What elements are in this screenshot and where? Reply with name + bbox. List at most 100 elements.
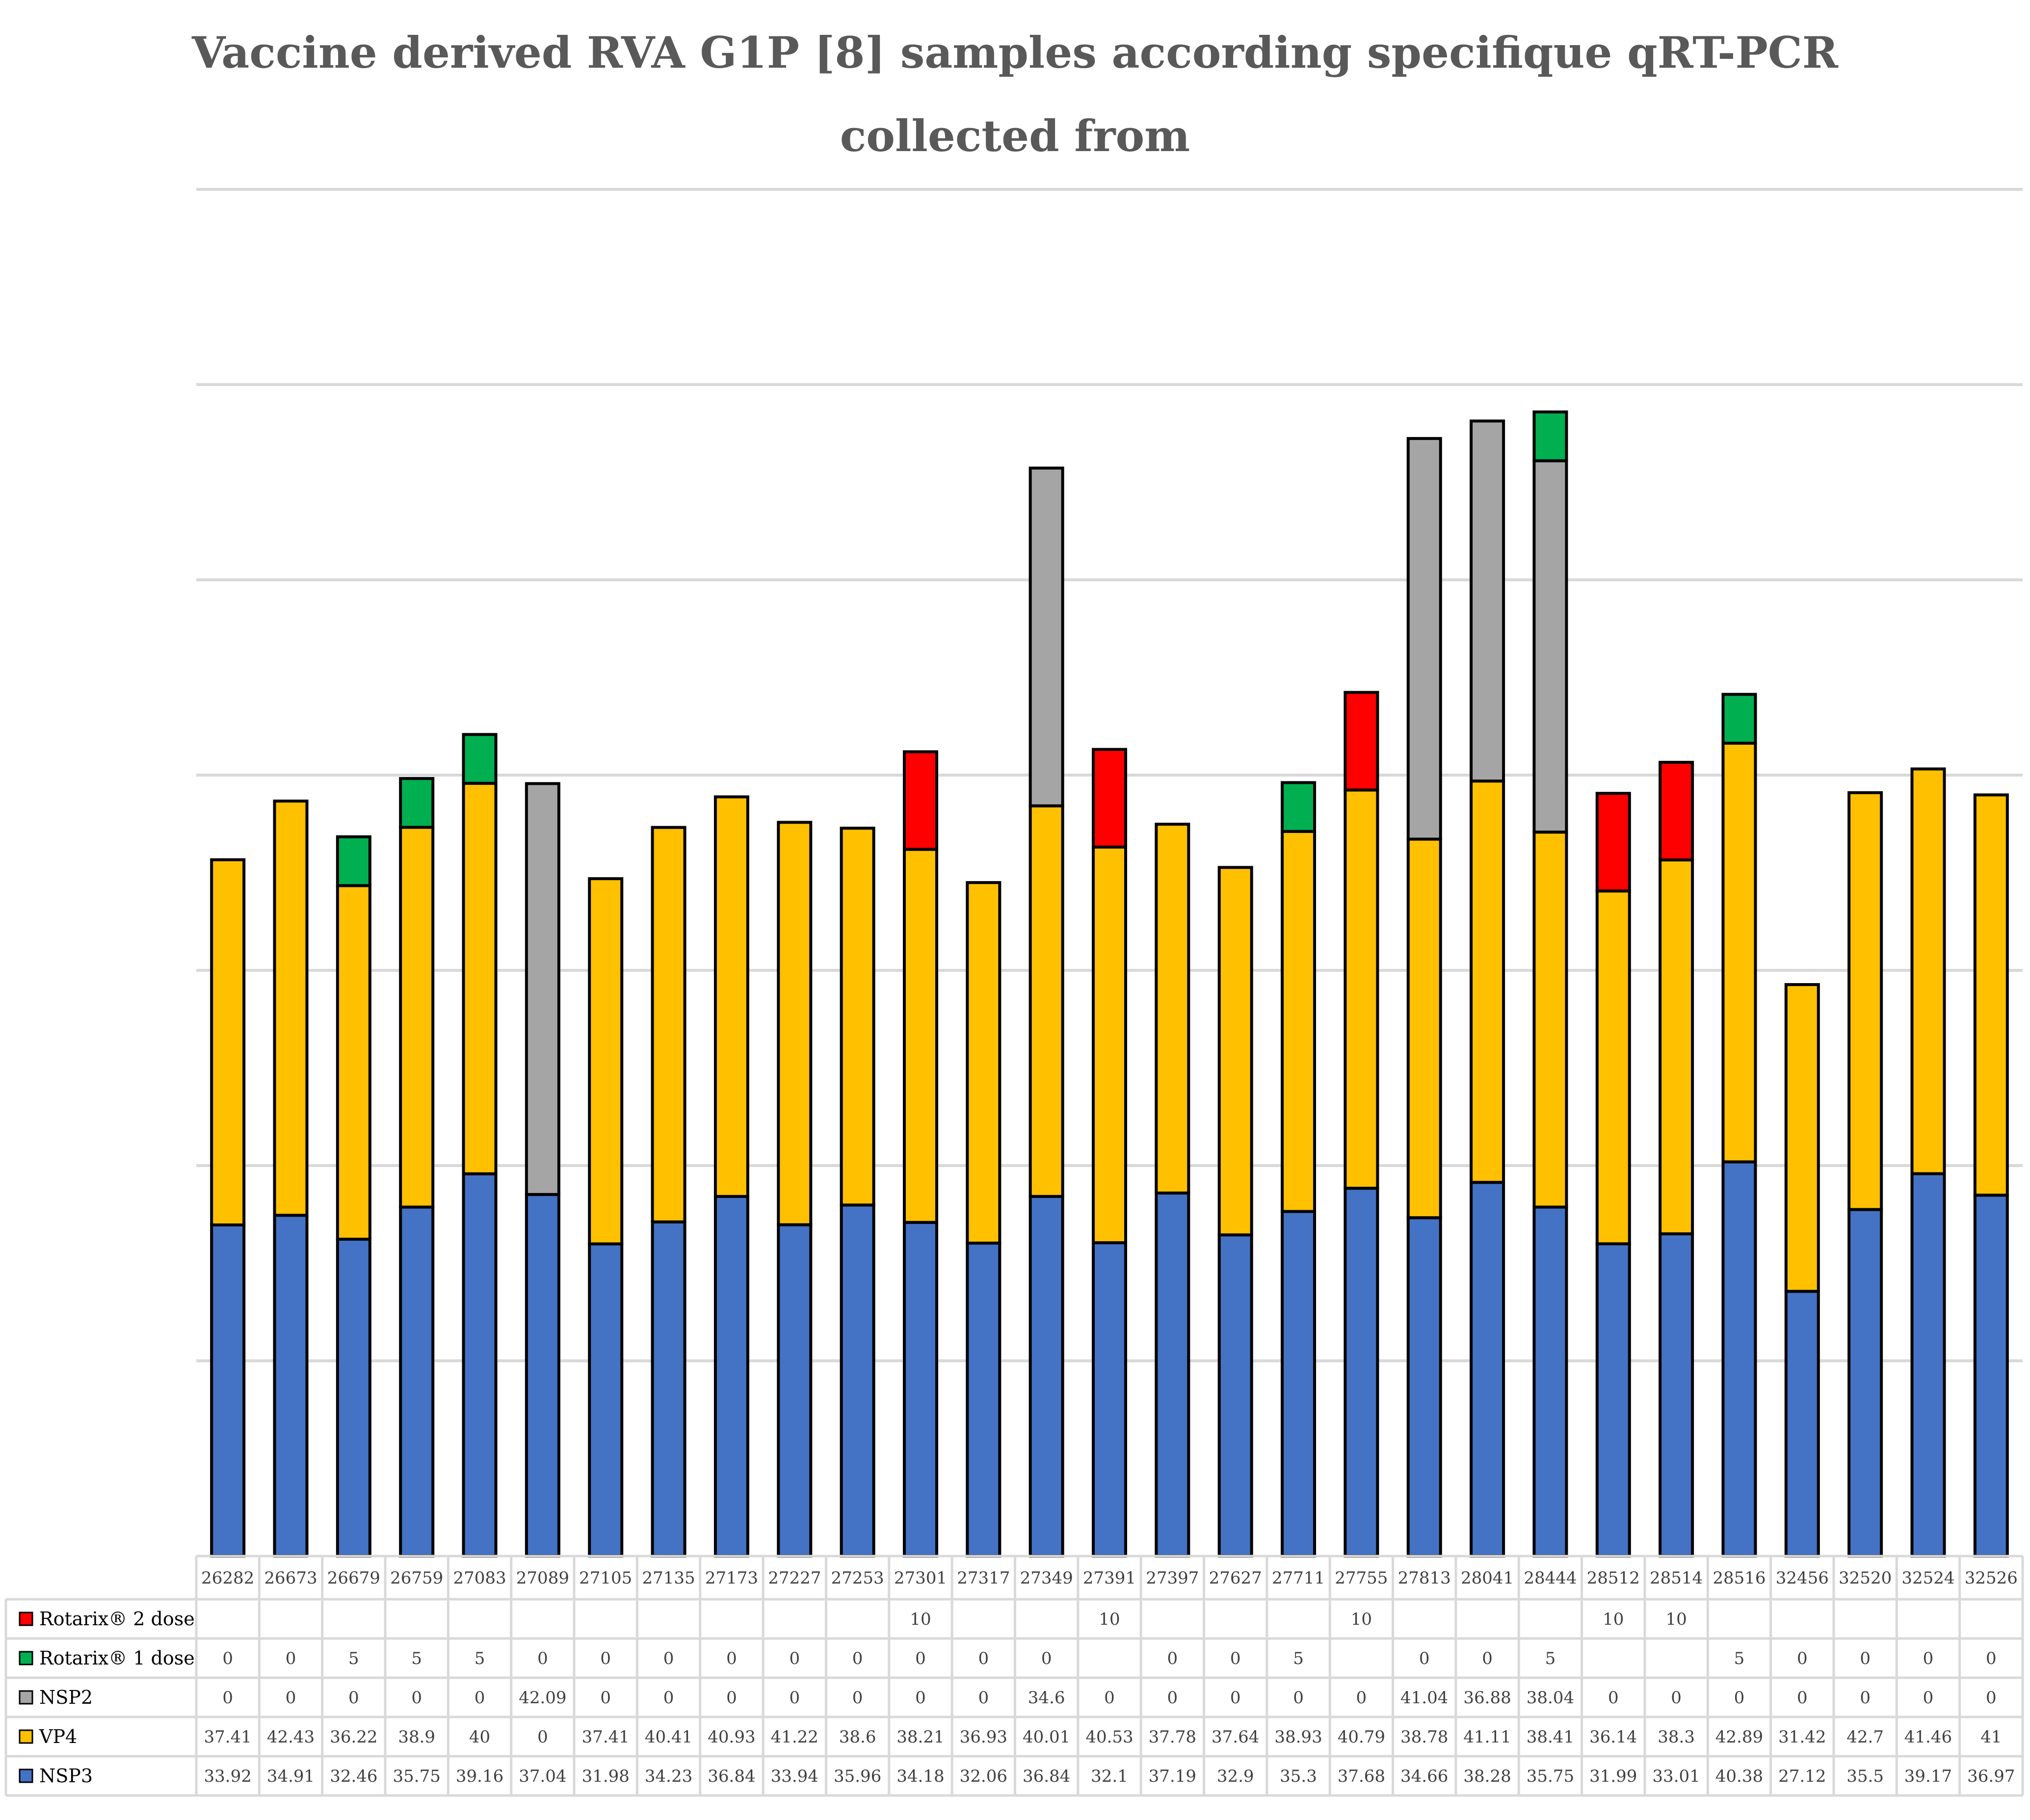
bar-segment-rotarix-2-dose-27755 [1344, 691, 1379, 792]
data-label: 10 [1099, 1610, 1120, 1629]
data-label: 0 [789, 1649, 800, 1668]
data-label: 0 [726, 1688, 737, 1708]
data-label: 5 [411, 1649, 422, 1668]
data-label: 0 [1419, 1649, 1430, 1668]
data-label: 0 [1734, 1688, 1745, 1708]
category-label: 28444 [1524, 1568, 1577, 1588]
chart-title-line-1: Vaccine derived RVA G1P [8] samples acco… [192, 27, 1838, 78]
bar-segment-vp4-27083 [462, 781, 498, 1175]
bar-segment-rotarix-1-dose-28444 [1532, 410, 1568, 463]
legend-label: VP4 [39, 1726, 77, 1747]
data-label: 0 [1167, 1649, 1178, 1668]
data-label: 38.28 [1463, 1767, 1511, 1786]
bar-segment-nsp3-32520 [1847, 1208, 1883, 1558]
data-label: 35.96 [834, 1767, 881, 1786]
category-label: 28512 [1587, 1568, 1640, 1588]
category-label: 27301 [894, 1568, 947, 1588]
bar-segment-nsp3-26282 [210, 1223, 246, 1558]
data-label: 36.97 [1967, 1767, 2015, 1786]
category-label: 27105 [579, 1568, 632, 1588]
data-label: 31.42 [1778, 1727, 1826, 1747]
data-label: 0 [222, 1649, 233, 1668]
legend-key-vp4 [19, 1729, 33, 1744]
data-label: 0 [1041, 1649, 1052, 1668]
bar-segment-vp4-27627 [1217, 866, 1253, 1237]
legend-key-nsp3 [19, 1768, 33, 1783]
data-label: 41.11 [1463, 1727, 1511, 1747]
category-label: 27627 [1209, 1568, 1262, 1588]
bar-segment-vp4-27755 [1344, 788, 1379, 1190]
category-label: 27173 [705, 1568, 758, 1588]
legend-label: NSP3 [39, 1765, 93, 1787]
data-label: 0 [1860, 1688, 1871, 1708]
data-label: 0 [1671, 1688, 1682, 1708]
bar-segment-nsp3-28512 [1595, 1242, 1631, 1558]
category-label: 26759 [390, 1568, 443, 1588]
data-label: 5 [1545, 1649, 1556, 1668]
bar-segment-vp4-28041 [1470, 780, 1505, 1184]
data-label: 32.06 [960, 1767, 1007, 1786]
category-label: 32526 [1965, 1568, 2018, 1588]
bar-segment-nsp3-26759 [399, 1205, 435, 1558]
data-label: 0 [1167, 1688, 1178, 1708]
data-label: 36.22 [330, 1727, 377, 1747]
category-label: 28041 [1461, 1568, 1514, 1588]
category-label: 26282 [201, 1568, 254, 1588]
category-label: 27755 [1335, 1568, 1388, 1588]
bar-segment-nsp3-27089 [525, 1193, 560, 1558]
bar-segment-vp4-27711 [1281, 830, 1317, 1213]
data-label: 33.01 [1652, 1767, 1700, 1786]
bar-segment-nsp3-27349 [1028, 1195, 1064, 1558]
data-label: 38.9 [398, 1727, 435, 1747]
data-label: 5 [1734, 1649, 1745, 1668]
data-label: 0 [1104, 1688, 1115, 1708]
data-label: 0 [1482, 1649, 1493, 1668]
data-label: 41 [1980, 1727, 2002, 1747]
category-label: 27397 [1146, 1568, 1199, 1588]
bar-segment-nsp3-28514 [1659, 1232, 1694, 1558]
data-label: 0 [1797, 1649, 1808, 1668]
data-label: 0 [978, 1649, 989, 1668]
data-label: 0 [286, 1688, 296, 1708]
data-label: 34.23 [645, 1767, 692, 1786]
data-label: 0 [222, 1688, 233, 1708]
data-label: 31.99 [1589, 1767, 1637, 1786]
chart-title: Vaccine derived RVA G1P [8] samples acco… [0, 11, 2030, 178]
category-label: 27135 [642, 1568, 695, 1588]
data-label: 42.7 [1846, 1727, 1884, 1747]
data-label: 38.93 [1274, 1727, 1322, 1747]
data-label: 32.9 [1217, 1767, 1254, 1786]
data-label: 37.04 [519, 1767, 566, 1786]
data-label: 37.41 [204, 1727, 252, 1747]
data-label: 0 [852, 1688, 863, 1708]
data-label: 35.75 [1527, 1767, 1574, 1786]
data-label: 0 [537, 1649, 548, 1668]
data-label: 36.84 [1023, 1767, 1070, 1786]
category-label: 26673 [264, 1568, 317, 1588]
bar-segment-nsp3-27105 [588, 1242, 624, 1558]
data-label: 38.78 [1400, 1727, 1448, 1747]
bars [210, 410, 2009, 1558]
data-label: 0 [1293, 1688, 1304, 1708]
data-label: 35.5 [1846, 1767, 1884, 1786]
bar-segment-nsp2-28444 [1532, 459, 1568, 834]
bar-segment-vp4-26679 [336, 884, 371, 1241]
data-table: 26282 26673 26679 26759 27083 27089 27105 27135… [4, 1555, 2024, 1797]
category-label: 27083 [453, 1568, 506, 1588]
bar-segment-nsp3-28444 [1532, 1205, 1568, 1558]
bar-segment-nsp2-28041 [1470, 419, 1505, 783]
legend-label: Rotarix® 2 dose [39, 1608, 195, 1630]
bar-segment-nsp3-27813 [1406, 1216, 1442, 1558]
bar-segment-rotarix-1-dose-27711 [1281, 781, 1317, 833]
legend-label: Rotarix® 1 dose [39, 1647, 195, 1669]
data-label: 42.09 [519, 1688, 566, 1708]
bar-segment-rotarix-2-dose-28512 [1595, 792, 1631, 893]
data-label: 0 [537, 1727, 548, 1747]
data-label: 0 [852, 1649, 863, 1668]
category-label: 28514 [1650, 1568, 1703, 1588]
data-label: 32.1 [1091, 1767, 1128, 1786]
category-label: 28516 [1713, 1568, 1766, 1588]
bar-segment-rotarix-2-dose-28514 [1659, 760, 1694, 861]
data-label: 0 [1797, 1688, 1808, 1708]
data-label: 40.93 [708, 1727, 755, 1747]
